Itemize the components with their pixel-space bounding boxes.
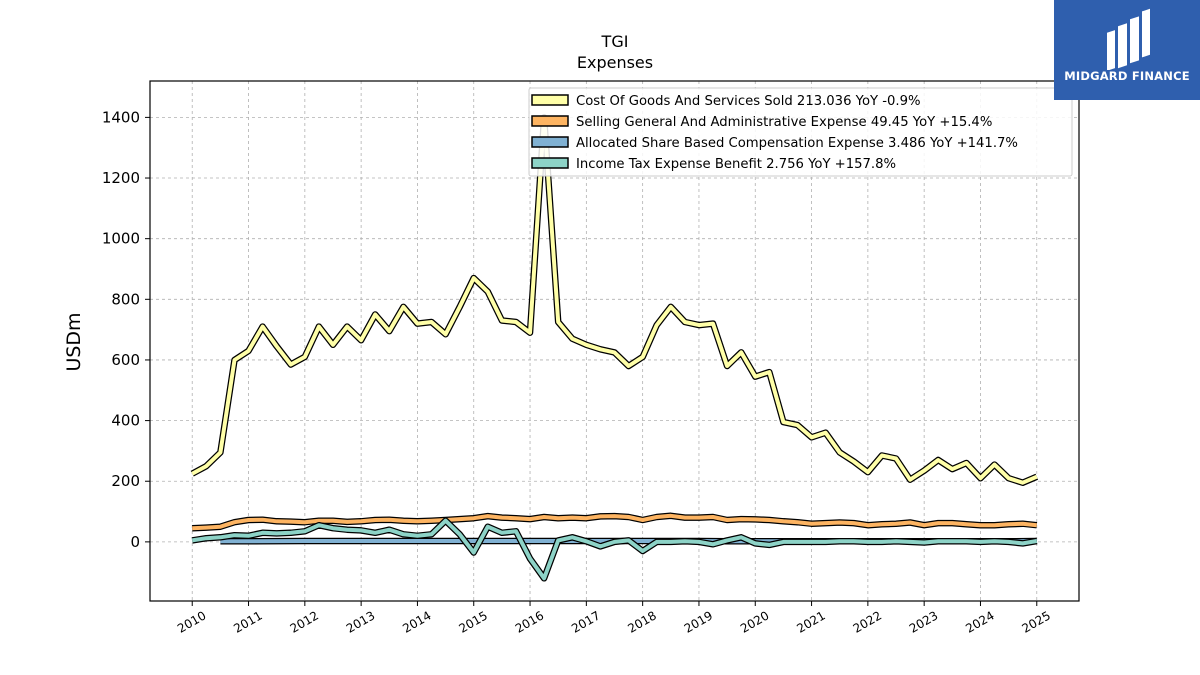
legend-box	[528, 87, 1073, 177]
x-tick-label: 2022	[851, 608, 884, 635]
y-tick-label: 1200	[102, 169, 140, 187]
x-tick-label: 2013	[344, 608, 377, 635]
axis-ticks: 0 200 400 600 800 1000 1200 1400 2010 2011 2012 201…	[102, 108, 1053, 635]
x-tick-label: 2024	[963, 608, 996, 635]
legend-swatch	[531, 94, 569, 106]
x-tick-label: 2025	[1020, 608, 1053, 635]
series-line-2	[192, 513, 1038, 531]
x-tick-label: 2011	[231, 608, 264, 635]
y-tick-label: 1400	[102, 108, 140, 126]
x-tick-label: 2017	[569, 608, 602, 635]
x-tick-label: 2018	[625, 608, 658, 635]
y-tick-label: 400	[111, 412, 140, 430]
series-line-outline	[191, 517, 1038, 582]
y-tick-label: 0	[130, 533, 140, 551]
legend: Cost Of Goods And Services Sold 213.036 …	[528, 87, 1073, 177]
series-lines	[190, 114, 1039, 582]
y-tick-label: 200	[111, 472, 140, 490]
series-line-4	[191, 518, 1038, 581]
x-tick-label: 2021	[794, 608, 827, 635]
legend-entry: Selling General And Administrative Expen…	[576, 115, 992, 130]
y-tick-label: 800	[111, 290, 140, 308]
legend-swatch	[531, 115, 569, 127]
x-tick-label: 2015	[457, 608, 490, 635]
legend-entry: Income Tax Expense Benefit 2.756 YoY +15…	[576, 157, 896, 172]
x-tick-label: 2016	[513, 608, 546, 635]
logo-text: MIDGARD FINANCE	[1064, 69, 1190, 83]
y-axis-label: USDm	[63, 312, 85, 371]
midgard-logo-icon	[1107, 8, 1150, 70]
chart-subtitle: Expenses	[577, 53, 653, 72]
x-tick-label: 2014	[400, 608, 433, 635]
y-tick-label: 600	[111, 351, 140, 369]
plot-frame	[149, 80, 1080, 602]
midgard-finance-logo: MIDGARD FINANCE	[1054, 0, 1200, 100]
series-line-1	[191, 115, 1038, 485]
y-tick-label: 1000	[102, 230, 140, 248]
x-tick-label: 2020	[738, 608, 771, 635]
x-tick-label: 2012	[288, 608, 321, 635]
legend-entry: Allocated Share Based Compensation Expen…	[576, 136, 1018, 151]
x-tick-label: 2010	[175, 608, 208, 635]
chart-title: TGI	[601, 32, 629, 51]
legend-entry: Cost Of Goods And Services Sold 213.036 …	[576, 94, 921, 109]
legend-swatch	[531, 157, 569, 169]
x-tick-label: 2019	[682, 608, 715, 635]
legend-swatch	[531, 136, 569, 148]
x-tick-label: 2023	[907, 608, 940, 635]
